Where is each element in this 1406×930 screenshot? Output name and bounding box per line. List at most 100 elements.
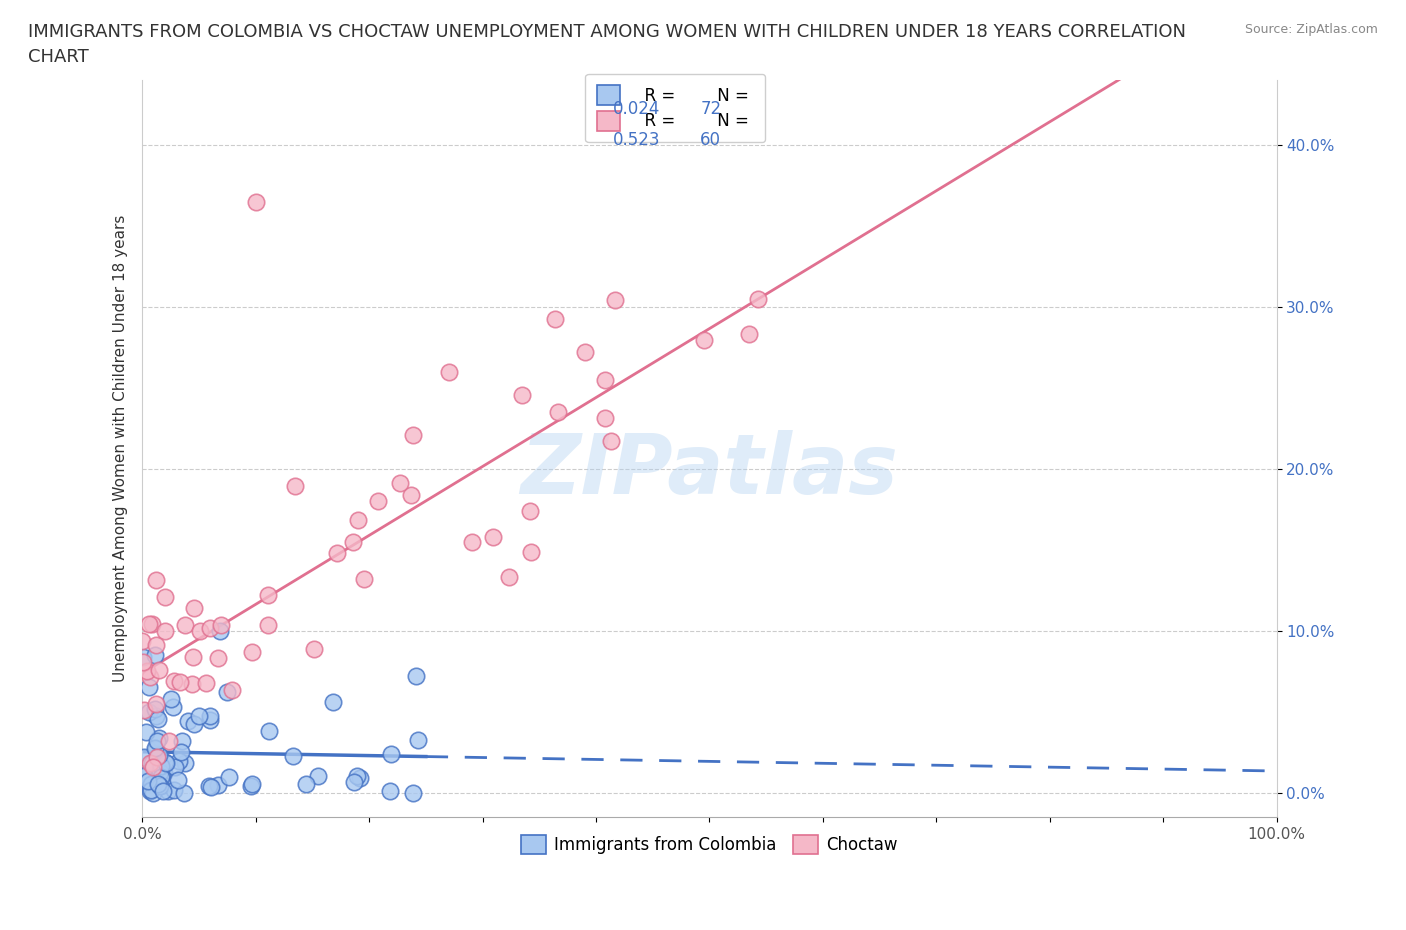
Point bbox=[406, 733, 429, 748]
Point bbox=[150, 760, 173, 775]
Point bbox=[599, 433, 621, 448]
Point bbox=[405, 669, 427, 684]
Point bbox=[143, 702, 166, 717]
Point bbox=[461, 535, 484, 550]
Point bbox=[146, 734, 169, 749]
Point bbox=[389, 476, 412, 491]
Point bbox=[402, 786, 425, 801]
Point bbox=[221, 683, 243, 698]
Point bbox=[194, 675, 217, 690]
Point bbox=[132, 655, 155, 670]
Point bbox=[208, 624, 231, 639]
Point bbox=[218, 770, 240, 785]
Point bbox=[152, 777, 174, 792]
Point bbox=[217, 684, 239, 699]
Point bbox=[207, 650, 229, 665]
Point bbox=[138, 680, 160, 695]
Point bbox=[304, 641, 326, 656]
Point bbox=[162, 700, 184, 715]
Point bbox=[141, 783, 163, 798]
Point bbox=[198, 778, 221, 793]
Point bbox=[148, 731, 170, 746]
Point bbox=[239, 778, 262, 793]
Point bbox=[349, 770, 371, 785]
Point bbox=[346, 768, 368, 783]
Point bbox=[134, 767, 156, 782]
Point bbox=[544, 312, 567, 326]
Point bbox=[141, 756, 163, 771]
Point bbox=[136, 774, 159, 789]
Point bbox=[342, 535, 364, 550]
Point bbox=[198, 620, 221, 635]
Point bbox=[142, 759, 165, 774]
Point bbox=[152, 784, 174, 799]
Point bbox=[138, 784, 160, 799]
Y-axis label: Unemployment Among Women with Children Under 18 years: Unemployment Among Women with Children U… bbox=[114, 215, 128, 683]
Text: 0.523: 0.523 bbox=[613, 131, 661, 149]
Point bbox=[146, 711, 169, 726]
Point bbox=[603, 292, 626, 307]
Point bbox=[163, 759, 186, 774]
Point bbox=[149, 769, 172, 784]
Point bbox=[183, 649, 205, 664]
Point bbox=[188, 708, 211, 723]
Point bbox=[183, 601, 205, 616]
Point bbox=[146, 777, 169, 791]
Point bbox=[169, 674, 191, 689]
Point bbox=[257, 587, 280, 602]
Point bbox=[149, 779, 172, 794]
Point bbox=[170, 734, 193, 749]
Point bbox=[367, 493, 389, 508]
Point bbox=[160, 691, 183, 706]
Point bbox=[141, 777, 163, 791]
Point bbox=[155, 755, 177, 770]
Point bbox=[173, 785, 195, 800]
Point bbox=[520, 545, 543, 560]
Point bbox=[162, 674, 184, 689]
Point bbox=[145, 741, 167, 756]
Point bbox=[150, 766, 173, 781]
Text: 0.024: 0.024 bbox=[613, 100, 661, 118]
Point bbox=[183, 716, 205, 731]
Point bbox=[149, 764, 172, 779]
Point bbox=[498, 569, 520, 584]
Point bbox=[145, 647, 167, 662]
Point bbox=[322, 695, 344, 710]
Point bbox=[145, 697, 167, 711]
Point bbox=[693, 332, 716, 347]
Text: 60: 60 bbox=[700, 131, 721, 149]
Legend: Immigrants from Colombia, Choctaw: Immigrants from Colombia, Choctaw bbox=[515, 829, 904, 860]
Point bbox=[510, 388, 533, 403]
Point bbox=[174, 618, 197, 632]
Point bbox=[131, 633, 153, 648]
Point bbox=[307, 768, 329, 783]
Point bbox=[593, 373, 616, 388]
Point bbox=[157, 734, 180, 749]
Point bbox=[138, 704, 160, 719]
Text: ZIPatlas: ZIPatlas bbox=[520, 431, 898, 512]
Point bbox=[200, 712, 222, 727]
Point bbox=[153, 754, 176, 769]
Point bbox=[180, 677, 202, 692]
Point bbox=[593, 410, 616, 425]
Point bbox=[167, 753, 190, 768]
Point bbox=[150, 759, 173, 774]
Point bbox=[138, 670, 160, 684]
Point bbox=[148, 748, 170, 763]
Point bbox=[134, 768, 156, 783]
Point bbox=[738, 326, 761, 341]
Point bbox=[574, 344, 596, 359]
Point bbox=[177, 713, 200, 728]
Point bbox=[747, 292, 769, 307]
Point bbox=[188, 623, 211, 638]
Point bbox=[145, 709, 167, 724]
Point bbox=[347, 512, 370, 527]
Point bbox=[153, 765, 176, 780]
Point bbox=[132, 703, 155, 718]
Point bbox=[380, 747, 402, 762]
Point bbox=[240, 644, 263, 659]
Point bbox=[200, 709, 222, 724]
Point bbox=[209, 618, 232, 632]
Point bbox=[437, 365, 460, 379]
Point bbox=[547, 405, 569, 419]
